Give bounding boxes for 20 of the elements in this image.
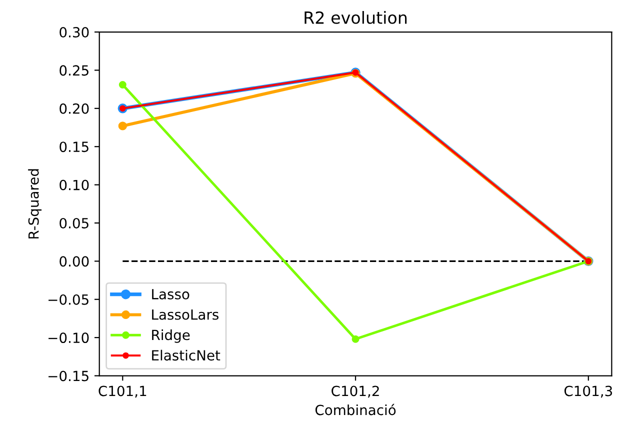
y-tick-label: −0.15 [48,370,88,382]
y-tick-label: 0.15 [60,142,88,152]
y-tick-label: 0.30 [60,26,89,38]
legend-label: Ridge [152,329,190,343]
y-tick-label: 0.10 [60,180,89,190]
y-tick-label: 0.20 [60,103,89,114]
y-tick-label: 0.00 [60,256,89,267]
legend-label: Lasso [152,289,190,300]
x-axis-title: Combinació [315,404,396,416]
legend-label: LassoLars [152,309,218,320]
y-tick-label: 0.25 [60,65,88,76]
x-tick-label: C101,3 [564,386,612,398]
y-tick-label: −0.05 [48,294,88,305]
legend-label: ElasticNet [152,350,220,361]
x-tick-label: C101,1 [98,386,146,398]
x-tick-label: C101,2 [332,386,379,398]
y-tick-label: 0.05 [60,218,88,228]
y-axis-title: R-Squared [28,169,42,238]
chart-title: R2 evolution [304,11,407,24]
y-tick-label: −0.10 [48,332,89,344]
